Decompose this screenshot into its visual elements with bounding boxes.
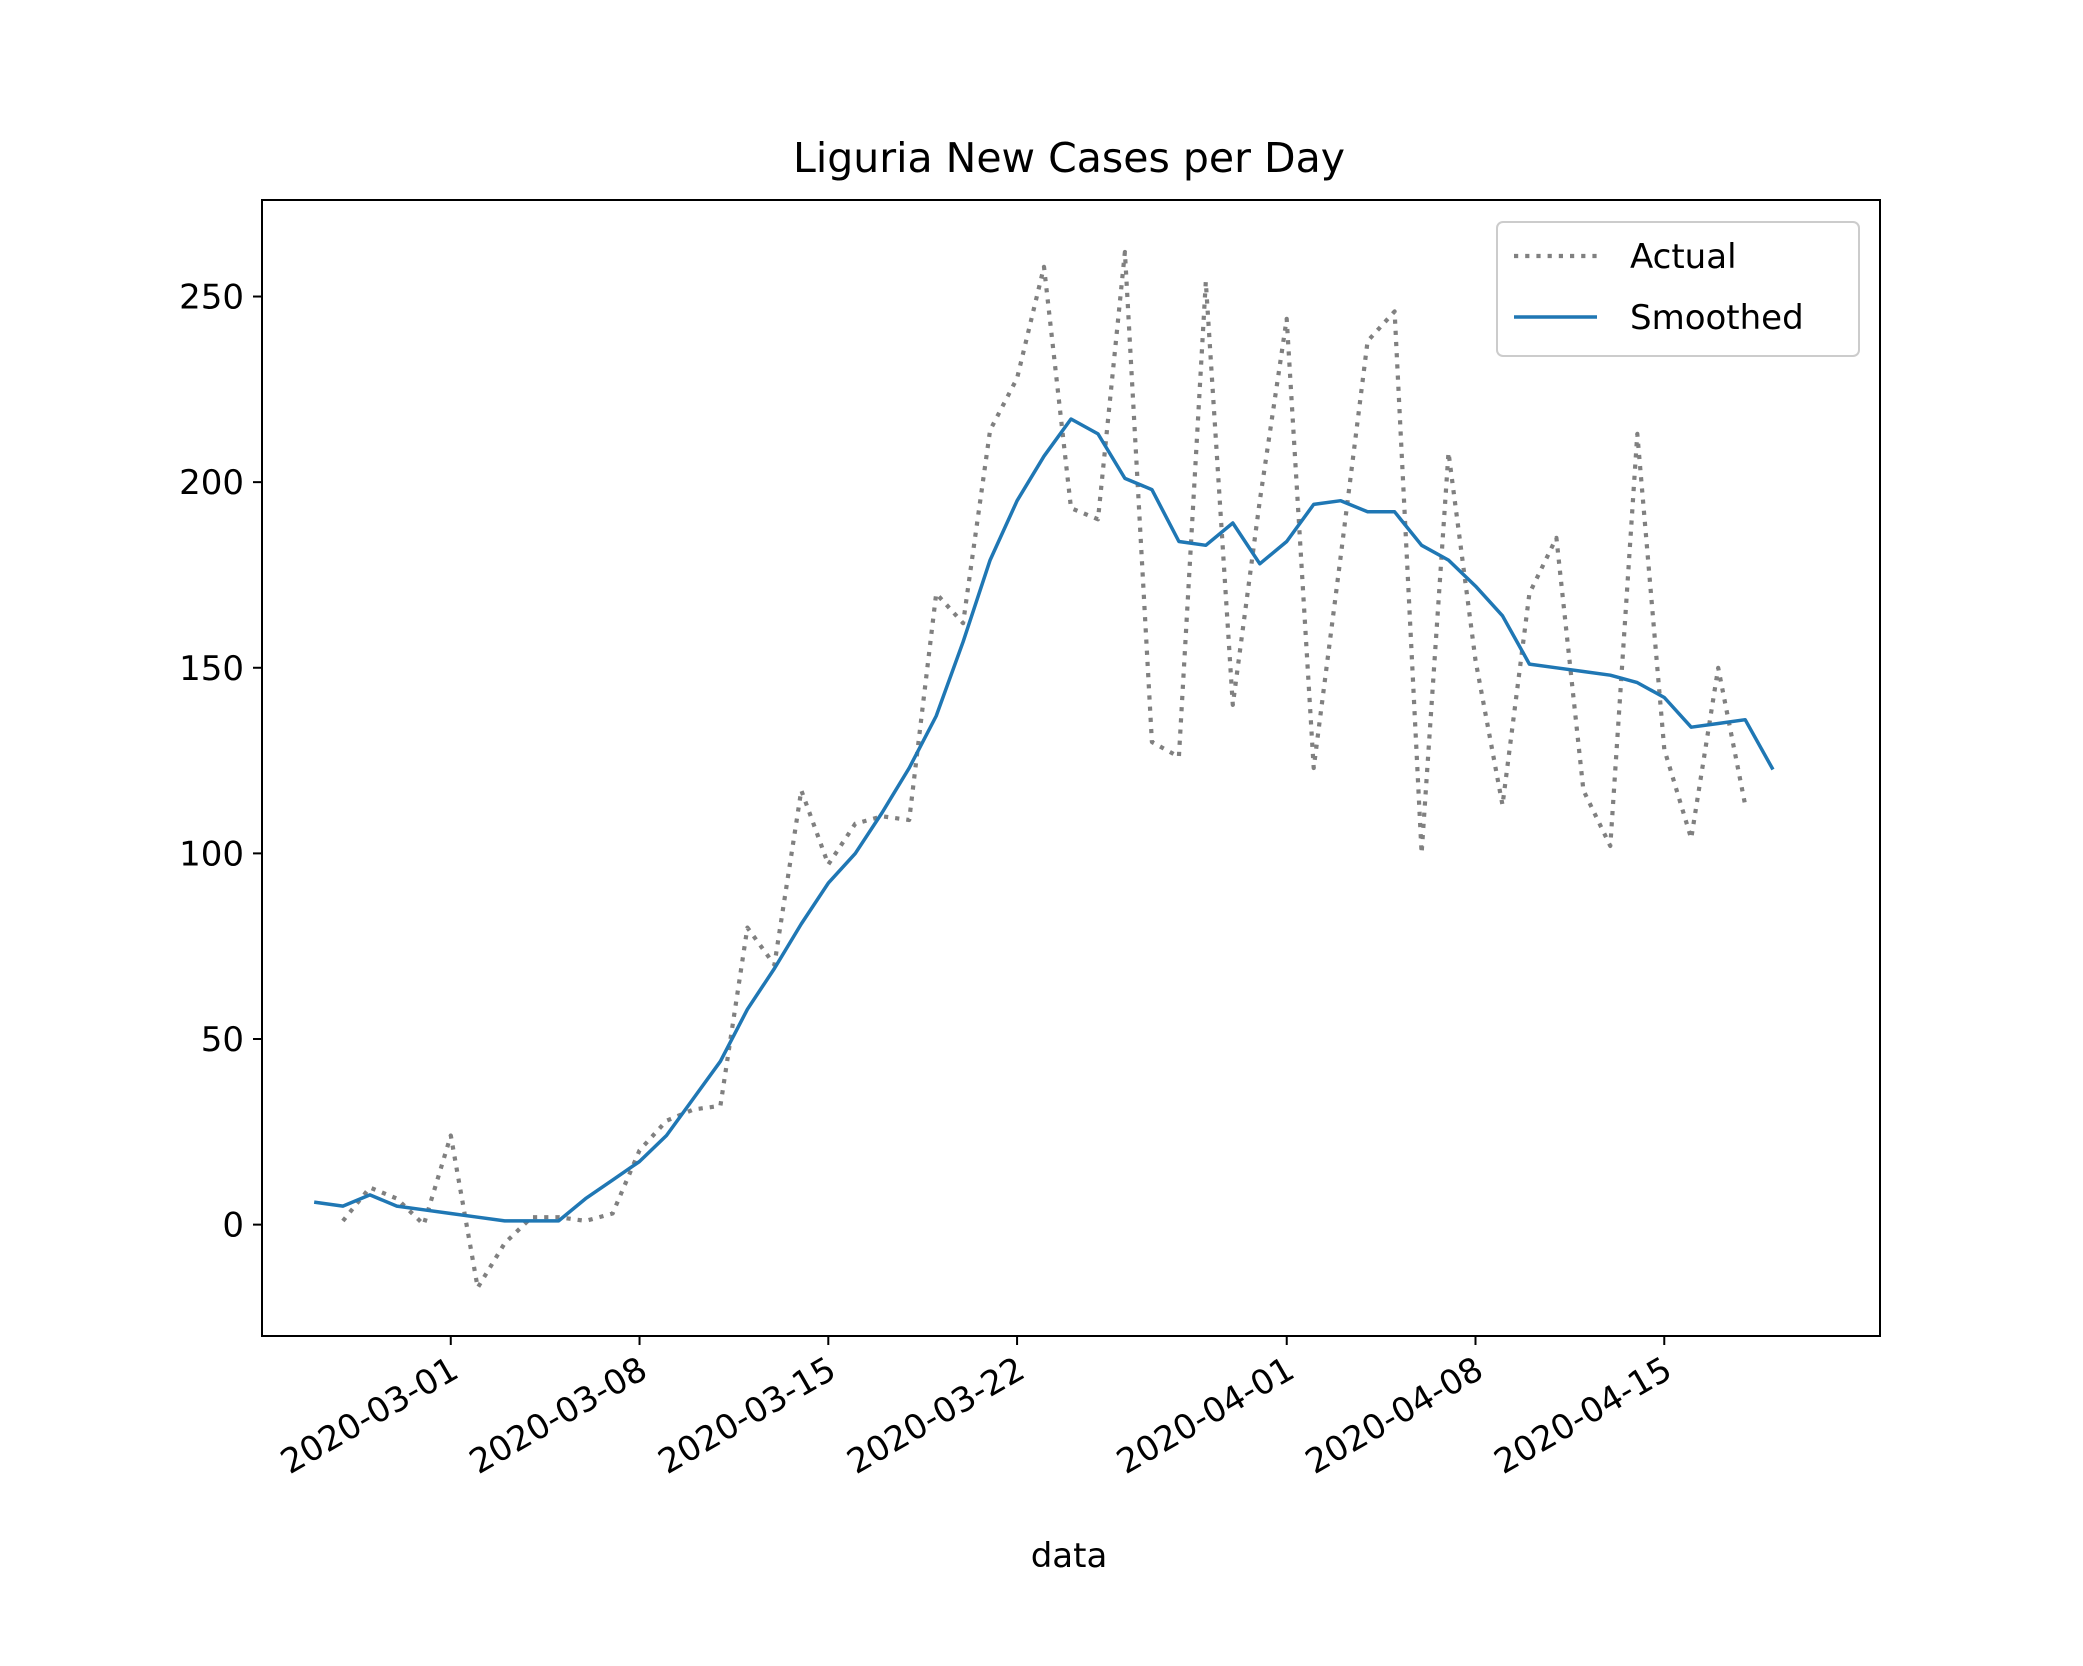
legend-box: [1496, 221, 1860, 357]
y-tick-label: 100: [179, 834, 244, 874]
x-axis-label: data: [1031, 1536, 1108, 1576]
plot-area: [313, 249, 1775, 1290]
y-tick-label: 200: [179, 463, 244, 503]
axes-frame: [261, 199, 1881, 1337]
y-tick-label: 50: [201, 1020, 244, 1060]
y-tick-label: 250: [179, 278, 244, 318]
series-line-smoothed: [313, 417, 1775, 1223]
chart-title: Liguria New Cases per Day: [793, 134, 1345, 182]
legend: Actual Smoothed: [1496, 221, 1860, 357]
y-tick-label: 0: [222, 1206, 244, 1246]
series-line-actual: [341, 249, 1748, 1290]
y-tick-label: 150: [179, 649, 244, 689]
legend-label-smoothed: Smoothed: [1630, 298, 1804, 338]
legend-label-actual: Actual: [1630, 237, 1737, 277]
series-group: [313, 249, 1775, 1290]
